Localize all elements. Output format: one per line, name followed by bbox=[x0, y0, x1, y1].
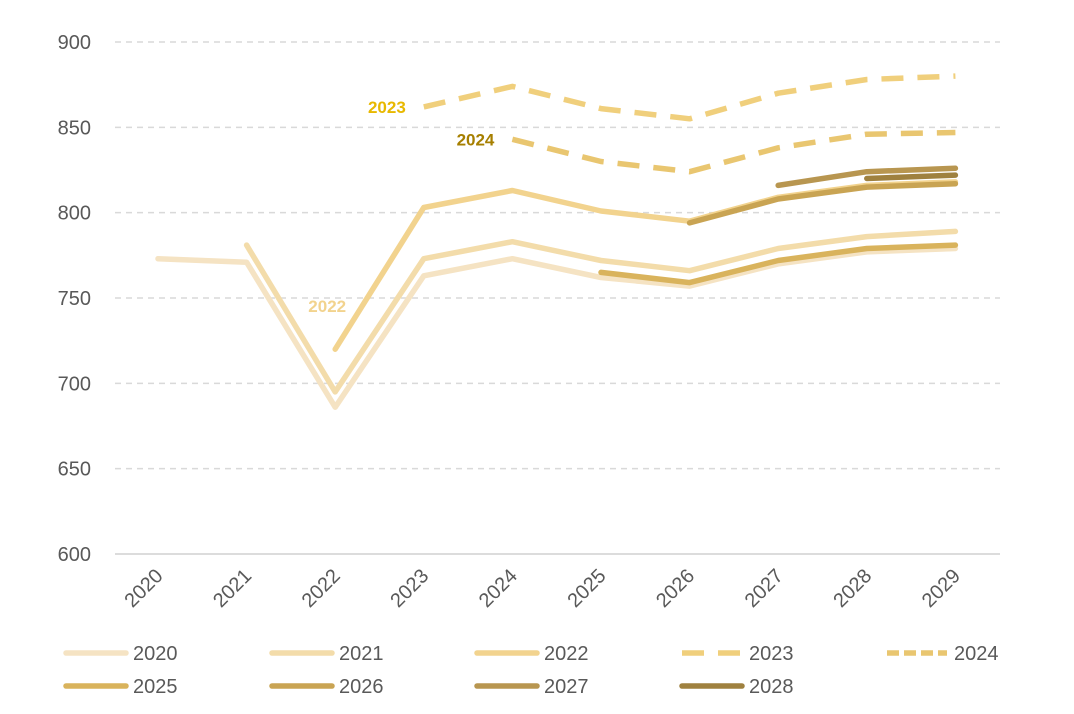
legend-label-2020: 2020 bbox=[133, 643, 178, 665]
series-line-2028 bbox=[864, 172, 959, 182]
annotation-2022: 2022 bbox=[308, 297, 346, 316]
series-line-2023 bbox=[423, 73, 956, 122]
series-line-2026 bbox=[686, 180, 959, 226]
x-tick-label-2026: 2026 bbox=[652, 565, 699, 612]
y-tick-label-650: 650 bbox=[58, 459, 91, 481]
x-tick-label-2024: 2024 bbox=[475, 565, 522, 612]
legend-label-2022: 2022 bbox=[544, 643, 589, 665]
x-tick-label-2020: 2020 bbox=[121, 565, 168, 612]
x-tick-label-2023: 2023 bbox=[386, 565, 433, 612]
annotation-2024: 2024 bbox=[457, 130, 495, 149]
x-tick-label-2029: 2029 bbox=[918, 565, 965, 612]
series-lines bbox=[155, 73, 959, 410]
x-tick-label-2021: 2021 bbox=[209, 565, 256, 612]
y-tick-label-800: 800 bbox=[58, 203, 91, 225]
annotation-2023: 2023 bbox=[368, 98, 406, 117]
legend-label-2021: 2021 bbox=[339, 643, 384, 665]
x-axis-ticks: 2020 2021 2022 2023 2024 2025 2026 2027 2028 2029 bbox=[121, 565, 965, 612]
x-tick-label-2022: 2022 bbox=[298, 565, 345, 612]
y-tick-label-900: 900 bbox=[58, 32, 91, 54]
series-line-2027 bbox=[775, 165, 959, 189]
x-tick-label-2028: 2028 bbox=[829, 565, 876, 612]
annotations: 2023 2024 2022 bbox=[308, 98, 495, 316]
legend-label-2025: 2025 bbox=[133, 676, 178, 698]
y-axis-ticks: 600 650 700 750 800 850 900 bbox=[58, 32, 91, 566]
legend-label-2028: 2028 bbox=[749, 676, 794, 698]
x-tick-label-2027: 2027 bbox=[741, 565, 788, 612]
legend-label-2026: 2026 bbox=[339, 676, 384, 698]
grid-lines bbox=[115, 41, 1000, 555]
series-line-2025 bbox=[598, 242, 959, 286]
series-line-2024 bbox=[511, 129, 956, 175]
y-tick-label-750: 750 bbox=[58, 288, 91, 310]
series-line-2021 bbox=[243, 228, 959, 395]
y-tick-label-850: 850 bbox=[58, 117, 91, 139]
legend-label-2023: 2023 bbox=[749, 643, 794, 665]
legend-label-2027: 2027 bbox=[544, 676, 589, 698]
y-tick-label-700: 700 bbox=[58, 373, 91, 395]
x-tick-label-2025: 2025 bbox=[564, 565, 611, 612]
legend: 2020 2021 2022 2023 2024 2025 2026 2027 2028 bbox=[63, 643, 999, 698]
y-tick-label-600: 600 bbox=[58, 544, 91, 566]
series-line-2020 bbox=[155, 245, 959, 410]
legend-label-2024: 2024 bbox=[954, 643, 999, 665]
